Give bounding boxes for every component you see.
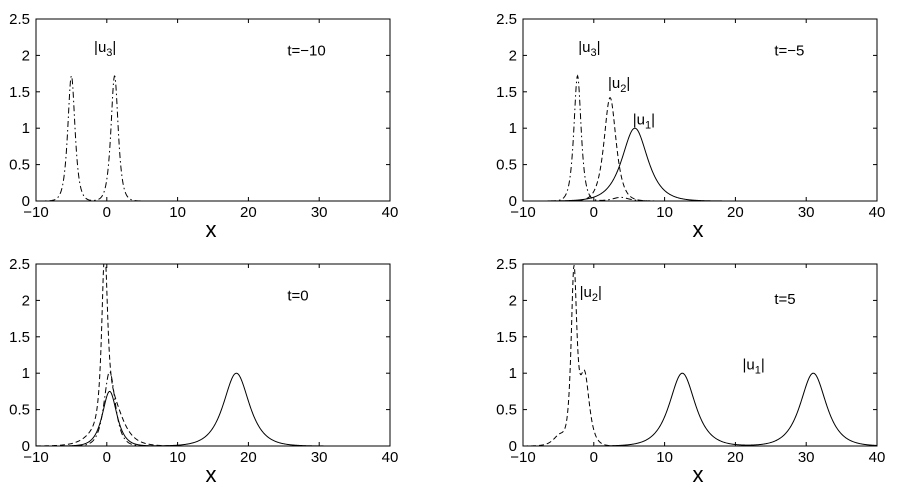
y-tick-label: 2 bbox=[509, 47, 517, 64]
series-line-solid bbox=[36, 372, 390, 447]
x-tick-label: 20 bbox=[240, 204, 257, 221]
x-tick-label: 10 bbox=[656, 449, 673, 466]
time-annotation: t=−10 bbox=[287, 42, 325, 59]
series-annotation: |u2| bbox=[608, 75, 630, 95]
y-tick-label: 1 bbox=[509, 365, 517, 382]
series-line-solid bbox=[523, 372, 878, 447]
y-tick-label: 1.5 bbox=[496, 329, 517, 346]
x-tick-label: −10 bbox=[23, 449, 48, 466]
series-annotation: |u1| bbox=[633, 112, 655, 132]
series-line-dashdot bbox=[36, 74, 390, 202]
series-line-dashed bbox=[35, 263, 390, 447]
y-tick-label: 1 bbox=[509, 120, 517, 137]
x-axis-label: x bbox=[693, 217, 704, 242]
panel-top-right: −10 0 10 20 30 4000.511.522.5x|u3||u2||u1|t=−… bbox=[496, 11, 885, 242]
x-tick-label: 10 bbox=[169, 204, 186, 221]
series-line-dashdot bbox=[36, 371, 390, 447]
x-tick-label: −10 bbox=[510, 204, 535, 221]
series-line-dashed bbox=[523, 96, 877, 202]
y-tick-label: 2.5 bbox=[496, 256, 517, 273]
x-tick-label: 40 bbox=[382, 204, 399, 221]
x-tick-label: 30 bbox=[311, 204, 328, 221]
axes-frame bbox=[35, 263, 391, 447]
y-tick-label: 2 bbox=[22, 292, 30, 309]
y-tick-label: 2.5 bbox=[9, 11, 30, 28]
series-annotation: |u2| bbox=[580, 284, 602, 304]
y-tick-label: 0.5 bbox=[496, 402, 517, 419]
time-annotation: t=5 bbox=[774, 291, 795, 308]
x-tick-label: 10 bbox=[169, 449, 186, 466]
y-tick-label: 2 bbox=[509, 292, 517, 309]
x-tick-label: 0 bbox=[590, 204, 598, 221]
y-tick-label: 1.5 bbox=[496, 84, 517, 101]
x-tick-label: −10 bbox=[23, 204, 48, 221]
y-tick-label: 1 bbox=[22, 365, 30, 382]
time-annotation: t=−5 bbox=[774, 42, 804, 59]
y-tick-label: 0.5 bbox=[496, 157, 517, 174]
y-tick-label: 1.5 bbox=[9, 84, 30, 101]
axes-frame bbox=[35, 18, 391, 202]
y-tick-label: 2.5 bbox=[496, 11, 517, 28]
x-tick-label: 20 bbox=[240, 449, 257, 466]
x-axis-label: x bbox=[693, 462, 704, 487]
series-annotation: |u3| bbox=[94, 39, 116, 59]
x-tick-label: 30 bbox=[311, 449, 328, 466]
series-line-dashdot bbox=[523, 74, 877, 202]
x-tick-label: 0 bbox=[103, 204, 111, 221]
y-tick-label: 0 bbox=[509, 438, 517, 455]
x-axis-label: x bbox=[206, 462, 217, 487]
y-tick-label: 2.5 bbox=[9, 256, 30, 273]
y-tick-label: 0 bbox=[22, 438, 30, 455]
x-tick-label: −10 bbox=[510, 449, 535, 466]
y-tick-label: 1 bbox=[22, 120, 30, 137]
series-annotation: |u3| bbox=[578, 39, 600, 59]
time-annotation: t=0 bbox=[287, 287, 308, 304]
x-tick-label: 30 bbox=[798, 204, 815, 221]
x-axis-label: x bbox=[206, 217, 217, 242]
x-tick-label: 0 bbox=[103, 449, 111, 466]
y-tick-label: 0.5 bbox=[9, 157, 30, 174]
series-line-dashed bbox=[522, 265, 877, 447]
x-tick-label: 40 bbox=[869, 449, 886, 466]
series-annotation: |u1| bbox=[742, 357, 764, 377]
axes-frame bbox=[522, 263, 878, 447]
y-tick-label: 0.5 bbox=[9, 402, 30, 419]
x-tick-label: 20 bbox=[727, 204, 744, 221]
x-tick-label: 40 bbox=[869, 204, 886, 221]
y-tick-label: 2 bbox=[22, 47, 30, 64]
x-tick-label: 20 bbox=[727, 449, 744, 466]
series-line-solid bbox=[523, 127, 877, 202]
x-tick-label: 0 bbox=[590, 449, 598, 466]
x-tick-label: 40 bbox=[382, 449, 399, 466]
x-tick-label: 30 bbox=[798, 449, 815, 466]
y-tick-label: 0 bbox=[509, 193, 517, 210]
y-tick-label: 1.5 bbox=[9, 329, 30, 346]
y-tick-label: 0 bbox=[22, 193, 30, 210]
x-tick-label: 10 bbox=[656, 204, 673, 221]
axes-frame bbox=[522, 18, 878, 202]
